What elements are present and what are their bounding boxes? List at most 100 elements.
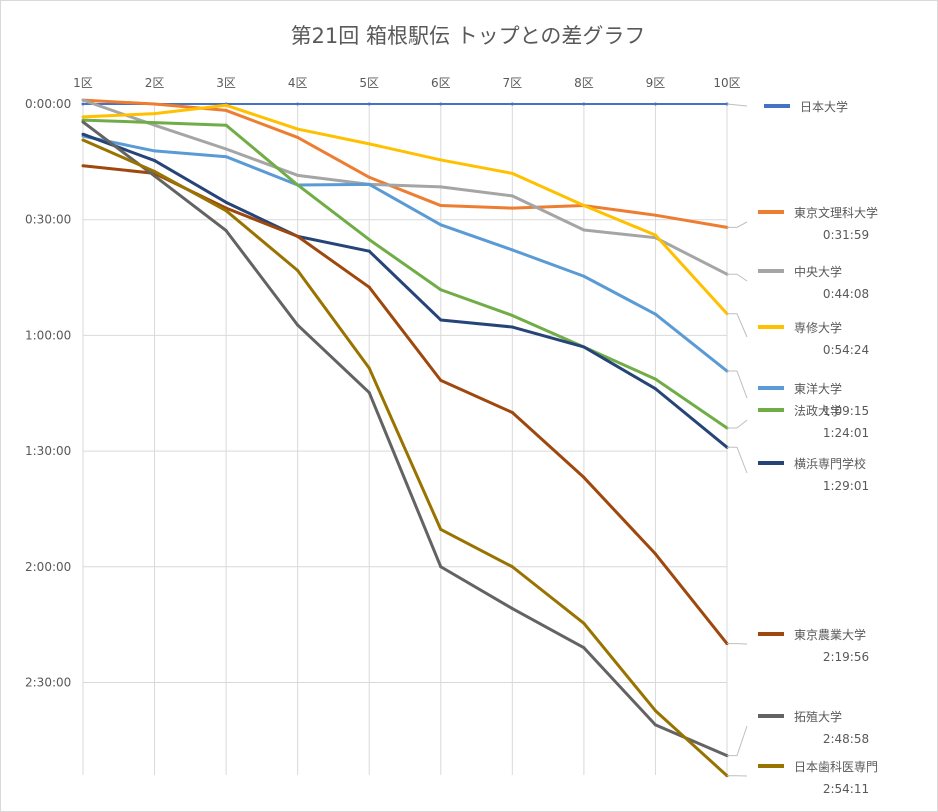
final-value-label: 1:24:01 bbox=[823, 426, 869, 440]
data-point bbox=[224, 229, 228, 233]
final-value-label: 0:54:24 bbox=[823, 343, 869, 357]
series-line bbox=[82, 132, 728, 449]
series-line bbox=[82, 103, 729, 315]
data-point bbox=[439, 378, 443, 382]
data-point bbox=[153, 174, 157, 178]
leader-line bbox=[727, 370, 748, 399]
data-point bbox=[582, 228, 586, 232]
grid-layer bbox=[82, 103, 728, 775]
data-point bbox=[653, 233, 657, 237]
data-point bbox=[153, 123, 157, 127]
x-tick-label: 3区 bbox=[216, 76, 236, 90]
legend-label: 東京文理科大学 bbox=[794, 205, 878, 220]
data-point bbox=[153, 169, 157, 173]
leader-line bbox=[727, 313, 748, 338]
data-point bbox=[296, 135, 300, 139]
x-tick-label: 10区 bbox=[713, 76, 740, 90]
data-point bbox=[439, 204, 443, 208]
series-line bbox=[82, 164, 729, 645]
data-point bbox=[653, 723, 657, 727]
legend-label: 日本大学 bbox=[800, 99, 848, 114]
data-point bbox=[153, 121, 157, 125]
legend-label: 専修大学 bbox=[794, 320, 842, 335]
y-tick-label: 2:30:00 bbox=[25, 675, 71, 689]
data-point bbox=[296, 268, 300, 272]
final-value-label: 2:48:58 bbox=[823, 732, 869, 746]
legend-label: 中央大学 bbox=[794, 264, 842, 279]
x-tick-label: 4区 bbox=[288, 76, 308, 90]
series-layer bbox=[81, 98, 729, 778]
data-point bbox=[153, 112, 157, 116]
data-point bbox=[439, 158, 443, 162]
data-point bbox=[653, 213, 657, 217]
data-point bbox=[367, 285, 371, 289]
data-point bbox=[81, 164, 85, 168]
series-line bbox=[82, 98, 728, 229]
data-point bbox=[510, 325, 514, 329]
y-tick-label: 1:30:00 bbox=[25, 444, 71, 458]
series-line bbox=[82, 98, 728, 276]
data-point bbox=[224, 200, 228, 204]
leader-line bbox=[727, 725, 748, 757]
data-point bbox=[81, 98, 85, 102]
data-point bbox=[367, 366, 371, 370]
data-point bbox=[653, 387, 657, 391]
data-point bbox=[439, 223, 443, 227]
x-tick-label: 6区 bbox=[431, 76, 451, 90]
data-point bbox=[653, 102, 657, 106]
final-value-label: 1:29:01 bbox=[823, 479, 869, 493]
leader-line bbox=[727, 273, 748, 282]
data-point bbox=[153, 149, 157, 153]
data-point bbox=[224, 147, 228, 151]
series-line bbox=[82, 138, 729, 777]
data-point bbox=[510, 565, 514, 569]
leader-line bbox=[727, 221, 748, 228]
data-point bbox=[367, 238, 371, 242]
x-tick-label: 8区 bbox=[574, 76, 594, 90]
data-point bbox=[81, 132, 85, 136]
data-point bbox=[510, 206, 514, 210]
data-point bbox=[582, 102, 586, 106]
data-point bbox=[224, 209, 228, 213]
data-point bbox=[81, 138, 85, 142]
leader-line bbox=[727, 446, 748, 474]
data-point bbox=[653, 377, 657, 381]
data-point bbox=[367, 102, 371, 106]
data-point bbox=[367, 175, 371, 179]
data-point bbox=[653, 552, 657, 556]
data-point bbox=[510, 411, 514, 415]
data-point bbox=[296, 323, 300, 327]
y-tick-label: 0:00:00 bbox=[25, 97, 71, 111]
leader-line bbox=[726, 103, 748, 107]
legend-label: 法政大学 bbox=[794, 403, 842, 418]
data-point bbox=[296, 173, 300, 177]
x-tick-label: 1区 bbox=[73, 76, 93, 90]
legend-label: 拓殖大学 bbox=[794, 709, 842, 724]
data-point bbox=[510, 607, 514, 611]
y-tick-label: 2:00:00 bbox=[25, 560, 71, 574]
data-point bbox=[510, 313, 514, 317]
legend-label: 東洋大学 bbox=[794, 381, 842, 396]
series-line bbox=[82, 120, 728, 757]
data-point bbox=[510, 194, 514, 198]
data-point bbox=[439, 102, 443, 106]
data-point bbox=[153, 159, 157, 163]
data-point bbox=[510, 102, 514, 106]
data-point bbox=[367, 182, 371, 186]
data-point bbox=[653, 312, 657, 316]
series-line bbox=[82, 118, 728, 430]
y-tick-label: 1:00:00 bbox=[25, 328, 71, 342]
data-point bbox=[653, 709, 657, 713]
final-value-label: 1:09:15 bbox=[823, 404, 869, 418]
x-tick-label: 9区 bbox=[646, 76, 666, 90]
final-value-label: 0:44:08 bbox=[823, 287, 869, 301]
data-point bbox=[224, 108, 228, 112]
data-point bbox=[367, 391, 371, 395]
data-point bbox=[510, 248, 514, 252]
data-point bbox=[582, 204, 586, 208]
data-point bbox=[224, 155, 228, 159]
x-tick-label: 5区 bbox=[359, 76, 379, 90]
